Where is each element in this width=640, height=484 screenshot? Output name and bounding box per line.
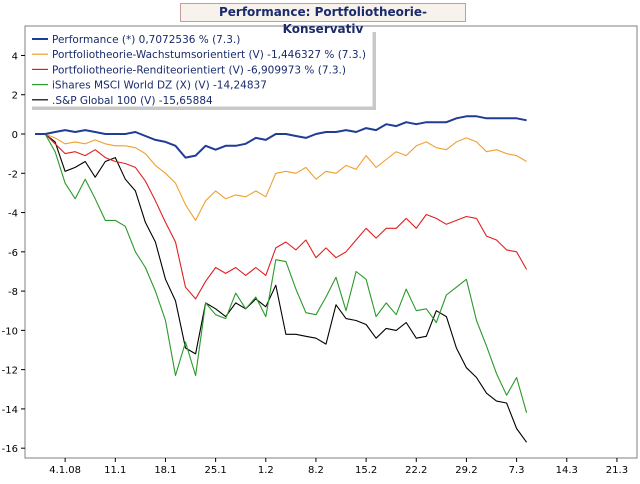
series-line-2: [35, 133, 528, 300]
y-tick-label: -12: [2, 366, 18, 377]
y-tick-label: -14: [2, 405, 18, 416]
legend-label-0: Performance (*) 0,7072536 % (7.3.): [52, 34, 240, 46]
legend-label-3: iShares MSCI World DZ (X) (V) -14,24837: [52, 80, 267, 92]
x-tick-label: 22.2: [405, 465, 427, 476]
y-tick-label: -16: [2, 444, 18, 455]
x-tick-label: 21.3: [606, 465, 628, 476]
x-tick-label: 1.2: [258, 465, 274, 476]
legend-label-1: Portfoliotheorie-Wachstumsorientiert (V)…: [52, 49, 366, 61]
series-line-0: [35, 115, 527, 159]
legend-label-4: .S&P Global 100 (V) -15,65884: [52, 95, 213, 107]
x-tick-label: 7.3: [509, 465, 525, 476]
x-tick-label: 18.1: [154, 465, 176, 476]
y-tick-label: 0: [12, 130, 18, 141]
series-line-1: [35, 133, 527, 221]
x-tick-label: 15.2: [355, 465, 377, 476]
y-tick-label: -6: [8, 248, 18, 259]
y-tick-label: 4: [12, 51, 18, 62]
legend-box: [27, 27, 373, 107]
x-tick-label: 11.1: [104, 465, 126, 476]
y-tick-label: -10: [2, 326, 18, 337]
x-tick-label: 4.1.08: [49, 465, 81, 476]
x-tick-label: 25.1: [204, 465, 226, 476]
chart-title: Performance: Portfoliotheorie-Konservati…: [180, 3, 466, 36]
legend-label-2: Portfoliotheorie-Renditeorientiert (V) -…: [52, 64, 346, 76]
x-tick-label: 29.2: [455, 465, 477, 476]
y-tick-label: -4: [8, 209, 18, 220]
series-line-4: [35, 133, 528, 443]
x-tick-label: 8.2: [308, 465, 324, 476]
y-tick-label: -2: [8, 169, 18, 180]
y-tick-label: 2: [12, 91, 18, 102]
x-tick-label: 14.3: [556, 465, 578, 476]
y-tick-label: -8: [8, 287, 18, 298]
series-line-3: [35, 133, 528, 413]
